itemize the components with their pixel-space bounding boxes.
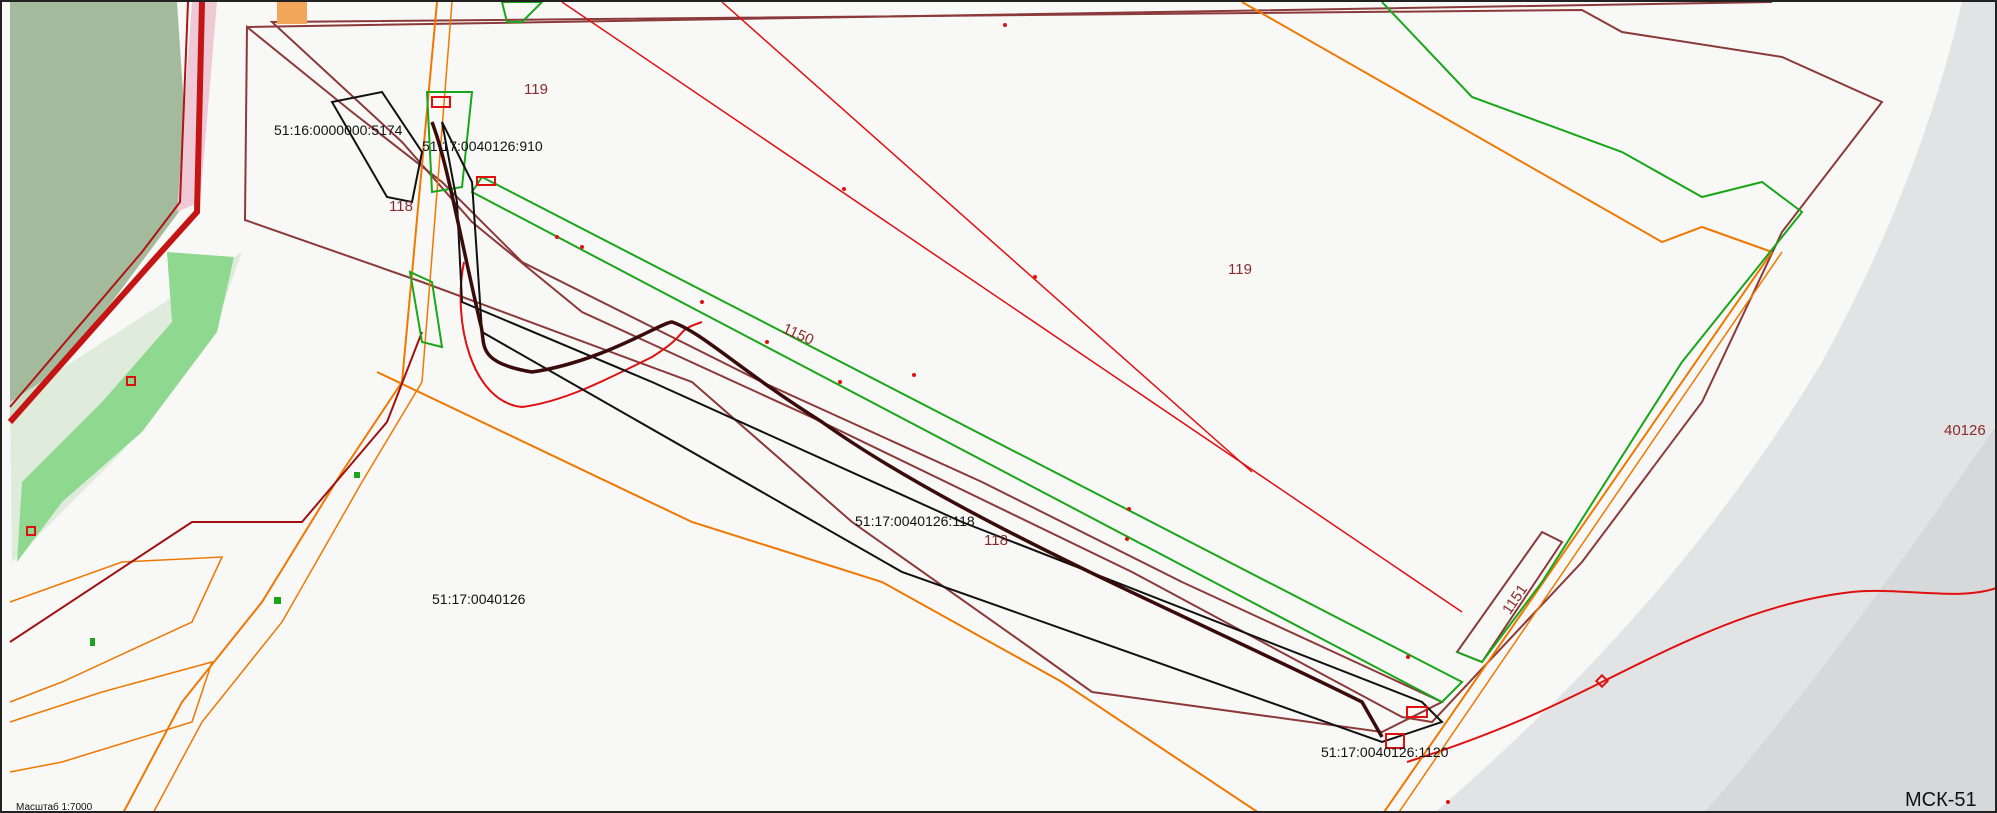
orange-contour-2 — [9, 660, 214, 773]
orange-line-3 — [1398, 251, 1783, 811]
orange-line-2 — [1383, 251, 1773, 811]
building-markers — [26, 96, 1610, 749]
red-pipeline — [1406, 587, 1995, 763]
zone-label-119-top: 119 — [524, 81, 548, 98]
orange-building — [277, 2, 307, 24]
orange-line-1 — [1241, 2, 1773, 253]
green-parcel-top — [500, 2, 544, 23]
orange-line-5 — [122, 2, 438, 811]
road-centerline — [430, 121, 1384, 738]
zone-label-40126: 40126 — [1944, 422, 1986, 439]
green-parcel-910 — [425, 91, 474, 194]
mountain-slope — [1436, 2, 1995, 811]
green-parcel-small — [408, 270, 444, 349]
parcel-boundary-119 — [269, 8, 1884, 724]
parcel-label-5174: 51:16:0000000:5174 — [274, 122, 403, 138]
red-curve — [459, 261, 703, 409]
zone-label-118-left: 118 — [389, 198, 413, 215]
parcel-label-1120: 51:17:0040126:1120 — [1321, 744, 1449, 760]
thick-boundary-line — [7, 2, 205, 424]
darkred-line — [9, 331, 423, 643]
zone-label-119-mid: 119 — [1228, 261, 1252, 278]
mountain-shadow — [1705, 427, 1995, 811]
green-outline-1 — [1381, 2, 1804, 664]
point-markers — [555, 23, 1450, 804]
parcel-label-118: 51:17:0040126:118 — [855, 513, 975, 529]
forest-area — [10, 2, 190, 422]
meadow-strip — [17, 252, 234, 562]
red-line-1 — [561, 2, 1463, 613]
orange-line-4 — [376, 371, 1258, 811]
red-line-2 — [721, 2, 1253, 473]
black-parcel-5174 — [330, 90, 424, 204]
parcel-label-quarter: 51:17:0040126 — [432, 591, 526, 607]
zone-label-118-mid: 118 — [984, 532, 1008, 549]
green-strip — [470, 175, 1464, 704]
parcel-label-910: 51:17:0040126:910 — [422, 138, 543, 154]
thin-boundary-line — [9, 2, 189, 408]
green-markers — [90, 472, 360, 646]
orange-line-6 — [153, 2, 453, 811]
coordinate-system-label: МСК-51 — [1905, 789, 1977, 811]
orange-contour-1 — [9, 556, 224, 703]
scale-label: Масштаб 1:7000 — [16, 802, 93, 813]
